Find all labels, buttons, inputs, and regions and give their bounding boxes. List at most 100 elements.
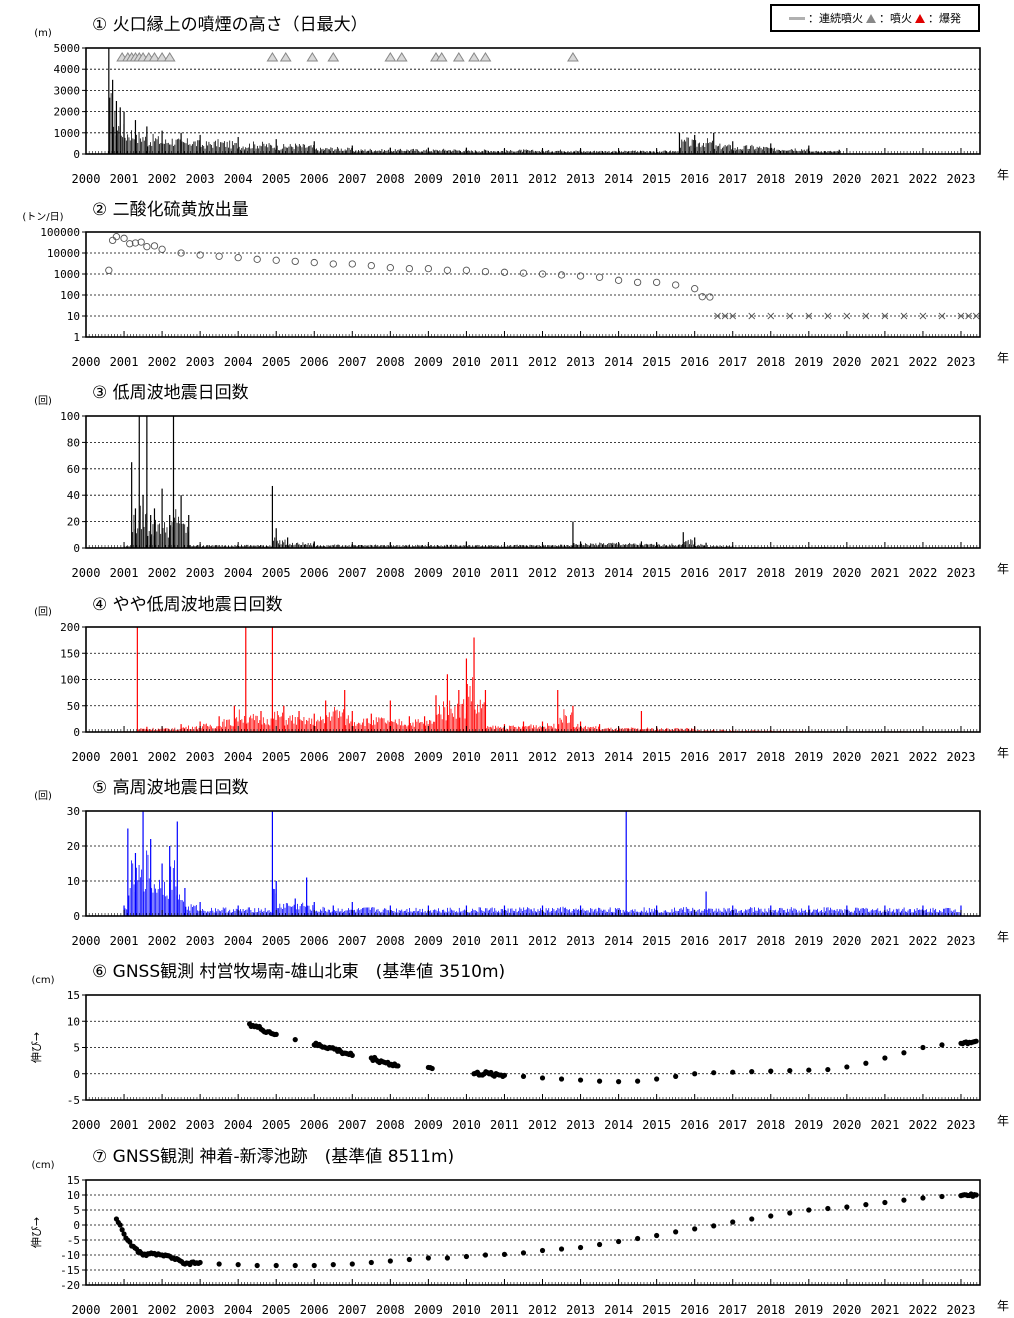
data-point bbox=[786, 312, 794, 320]
x-tick-label: 2012 bbox=[528, 1118, 557, 1132]
y-axis-label: 伸び→ bbox=[30, 1217, 43, 1248]
x-tick-label: 2018 bbox=[756, 750, 785, 764]
data-point bbox=[539, 1075, 546, 1081]
data-point bbox=[558, 1076, 565, 1082]
x-tick-label: 2022 bbox=[908, 934, 937, 948]
data-point bbox=[108, 236, 117, 245]
x-tick-label: 2014 bbox=[604, 172, 633, 186]
x-tick-label: 2022 bbox=[908, 750, 937, 764]
data-point bbox=[691, 285, 699, 293]
data-point bbox=[216, 1261, 222, 1267]
x-tick-label: 2002 bbox=[148, 934, 177, 948]
eruption-marker bbox=[567, 52, 579, 62]
y-tick-label: 150 bbox=[60, 647, 80, 660]
x-tick-label: 2023 bbox=[947, 750, 976, 764]
x-tick-label: 2011 bbox=[490, 355, 519, 369]
plot-frame bbox=[85, 626, 981, 733]
data-point bbox=[131, 239, 140, 247]
y-tick-label: -5 bbox=[67, 1234, 80, 1247]
x-tick-label: 2009 bbox=[414, 1118, 443, 1132]
y-tick-label: 10 bbox=[67, 875, 80, 888]
data-point bbox=[253, 255, 261, 263]
x-tick-label: 2003 bbox=[186, 1118, 215, 1132]
y-tick-label: 20 bbox=[67, 516, 80, 529]
data-point bbox=[425, 1255, 431, 1261]
x-tick-label: 2015 bbox=[642, 172, 671, 186]
x-tick-label: 2000 bbox=[72, 566, 101, 580]
x-tick-label: 2010 bbox=[452, 566, 481, 580]
x-tick-label: 2015 bbox=[642, 1118, 671, 1132]
x-tick-label: 2016 bbox=[680, 172, 709, 186]
data-point bbox=[901, 1050, 907, 1056]
data-point bbox=[292, 1037, 298, 1043]
x-tick-label: 2007 bbox=[338, 934, 367, 948]
x-tick-label: 2015 bbox=[642, 566, 671, 580]
x-tick-label: 2013 bbox=[566, 934, 595, 948]
y-tick-label: 40 bbox=[67, 489, 80, 502]
data-point bbox=[197, 1259, 203, 1266]
x-tick-label: 2019 bbox=[794, 566, 823, 580]
y-unit-label: (トン/日) bbox=[22, 212, 63, 223]
y-tick-label: 2000 bbox=[54, 106, 81, 119]
x-tick-label: 2011 bbox=[490, 934, 519, 948]
data-point bbox=[825, 1066, 831, 1073]
x-tick-label: 2020 bbox=[832, 355, 861, 369]
data-point bbox=[105, 266, 113, 274]
panel-title: ③ 低周波地震日回数 bbox=[92, 383, 249, 403]
data-point bbox=[405, 264, 414, 273]
x-tick-label: 2021 bbox=[870, 566, 899, 580]
x-tick-label: 2007 bbox=[338, 566, 367, 580]
data-point bbox=[615, 1238, 622, 1245]
x-tick-label: 2001 bbox=[110, 355, 139, 369]
data-point bbox=[654, 1076, 660, 1082]
x-tick-label: 2004 bbox=[224, 750, 253, 764]
data-point bbox=[120, 234, 128, 242]
y-unit-label: (回) bbox=[34, 790, 52, 802]
data-point bbox=[329, 260, 337, 268]
data-point bbox=[501, 1072, 508, 1078]
plot-frame bbox=[85, 1179, 981, 1286]
x-tick-label: 2002 bbox=[148, 1118, 177, 1132]
eruption-marker bbox=[395, 52, 408, 62]
x-tick-label: 2003 bbox=[186, 172, 215, 186]
data-point bbox=[633, 278, 642, 287]
x-tick-label: 2019 bbox=[794, 1118, 823, 1132]
data-point bbox=[577, 1244, 584, 1251]
x-tick-label: 2022 bbox=[908, 1118, 937, 1132]
data-point bbox=[386, 264, 394, 272]
legend-explosion-label: ：爆発 bbox=[928, 12, 961, 25]
data-point bbox=[730, 1069, 736, 1075]
y-unit-label: (cm) bbox=[31, 1160, 54, 1171]
data-point bbox=[635, 1235, 641, 1242]
x-tick-label: 2016 bbox=[680, 355, 709, 369]
x-tick-label: 2005 bbox=[262, 566, 291, 580]
eruption-marker bbox=[266, 52, 279, 62]
data-point bbox=[957, 312, 965, 320]
data-point bbox=[158, 245, 166, 253]
y-tick-label: 0 bbox=[73, 542, 80, 555]
x-tick-label: 2014 bbox=[604, 355, 633, 369]
y-tick-label: 0 bbox=[73, 148, 80, 161]
x-tick-label: 2001 bbox=[110, 172, 139, 186]
x-tick-label: 2010 bbox=[452, 934, 481, 948]
x-tick-label: 2014 bbox=[604, 1118, 633, 1132]
plot-frame bbox=[85, 810, 981, 917]
x-tick-label: 2015 bbox=[642, 750, 671, 764]
y-unit-label: (m) bbox=[34, 28, 52, 39]
data-point bbox=[692, 1226, 698, 1232]
eruption-marker bbox=[306, 52, 319, 62]
x-tick-label: 2020 bbox=[832, 566, 861, 580]
data-point bbox=[273, 1031, 279, 1037]
y-tick-label: 0 bbox=[73, 1219, 80, 1232]
x-tick-label: 2023 bbox=[947, 355, 976, 369]
eruption-triangle-icon bbox=[866, 13, 876, 23]
x-tick-label: 2000 bbox=[72, 172, 101, 186]
y-tick-label: 100 bbox=[60, 289, 80, 302]
x-tick-label: 2016 bbox=[680, 566, 709, 580]
x-tick-label: 2023 bbox=[947, 934, 976, 948]
data-point bbox=[635, 1078, 641, 1084]
x-tick-label: 2008 bbox=[376, 934, 405, 948]
data-point bbox=[291, 257, 299, 266]
data-point bbox=[824, 312, 832, 320]
data-point bbox=[127, 1239, 133, 1245]
